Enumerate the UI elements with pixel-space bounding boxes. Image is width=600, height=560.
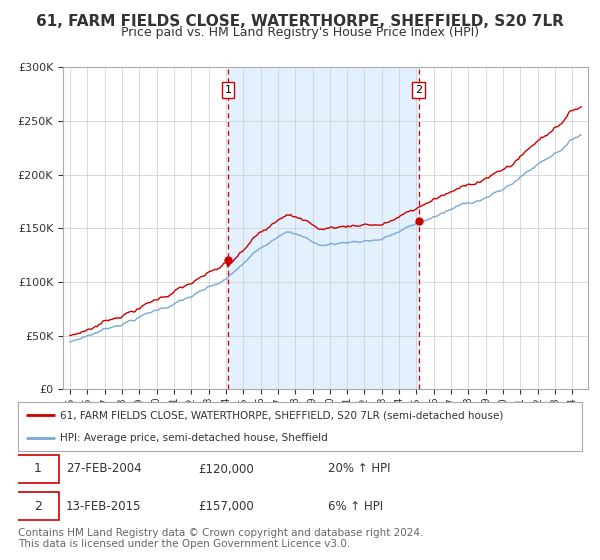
Text: 20% ↑ HPI: 20% ↑ HPI [328, 463, 391, 475]
Text: 2: 2 [34, 500, 42, 512]
Text: 1: 1 [34, 463, 42, 475]
Text: £120,000: £120,000 [199, 463, 254, 475]
Text: Price paid vs. HM Land Registry's House Price Index (HPI): Price paid vs. HM Land Registry's House … [121, 26, 479, 39]
Text: 13-FEB-2015: 13-FEB-2015 [66, 500, 142, 512]
Text: HPI: Average price, semi-detached house, Sheffield: HPI: Average price, semi-detached house,… [60, 433, 328, 444]
Text: 2: 2 [415, 85, 422, 95]
Text: Contains HM Land Registry data © Crown copyright and database right 2024.
This d: Contains HM Land Registry data © Crown c… [18, 528, 424, 549]
FancyBboxPatch shape [17, 492, 59, 520]
FancyBboxPatch shape [17, 455, 59, 483]
Text: 1: 1 [224, 85, 232, 95]
Text: 61, FARM FIELDS CLOSE, WATERTHORPE, SHEFFIELD, S20 7LR (semi-detached house): 61, FARM FIELDS CLOSE, WATERTHORPE, SHEF… [60, 410, 503, 421]
Text: £157,000: £157,000 [199, 500, 254, 512]
Bar [228, 67, 419, 389]
Text: 27-FEB-2004: 27-FEB-2004 [66, 463, 142, 475]
Text: 6% ↑ HPI: 6% ↑ HPI [328, 500, 383, 512]
Text: 61, FARM FIELDS CLOSE, WATERTHORPE, SHEFFIELD, S20 7LR: 61, FARM FIELDS CLOSE, WATERTHORPE, SHEF… [36, 14, 564, 29]
